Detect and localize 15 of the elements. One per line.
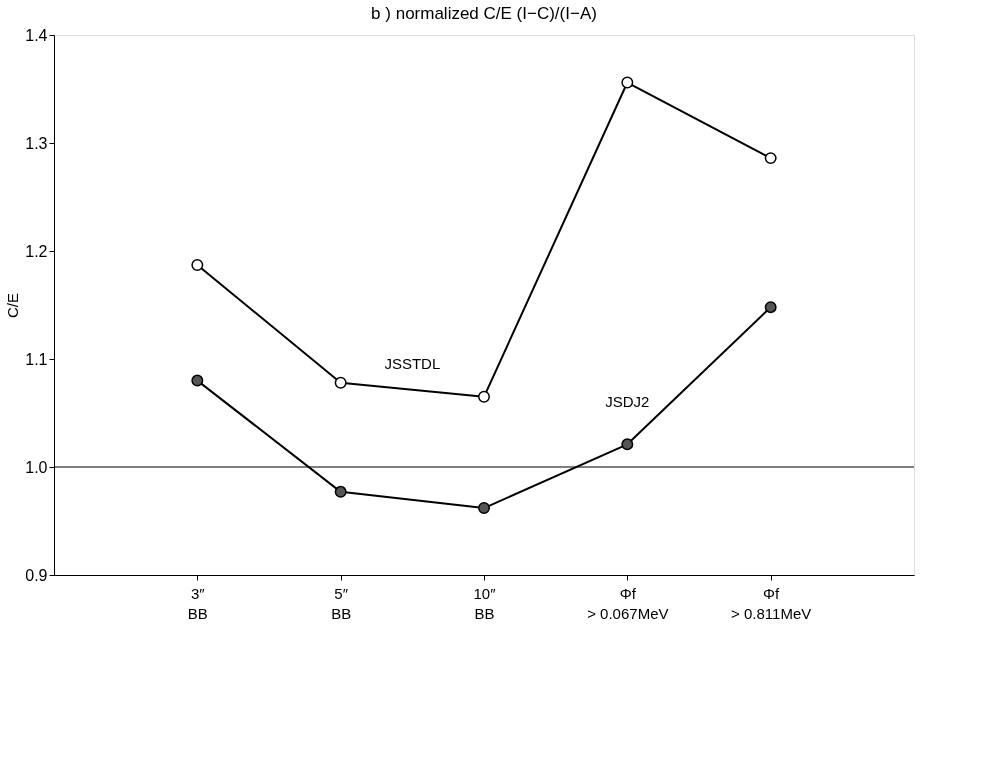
x-tick-label: 10″ BB [473, 584, 497, 622]
y-tick-label: 0.9 [25, 566, 48, 584]
x-tick-label: 3″ BB [187, 584, 208, 622]
x-tick-label: 5″ BB [331, 584, 352, 622]
y-axis-title: C/E [4, 292, 22, 319]
y-tick-label: 1.0 [25, 458, 48, 476]
series-label: JSSTDL [384, 355, 441, 373]
y-tick-label: 1.4 [25, 26, 48, 44]
chart-title: b ) normalized C/E (I−C)/(I−A) [371, 4, 597, 23]
y-tick-label: 1.3 [25, 134, 48, 152]
x-tick-label: Φf > 0.067MeV [587, 584, 669, 622]
y-tick-label: 1.1 [25, 350, 48, 368]
y-tick-label: 1.2 [25, 242, 48, 260]
series-label: JSDJ2 [605, 393, 650, 411]
x-tick-label: Φf > 0.811MeV [731, 584, 812, 622]
